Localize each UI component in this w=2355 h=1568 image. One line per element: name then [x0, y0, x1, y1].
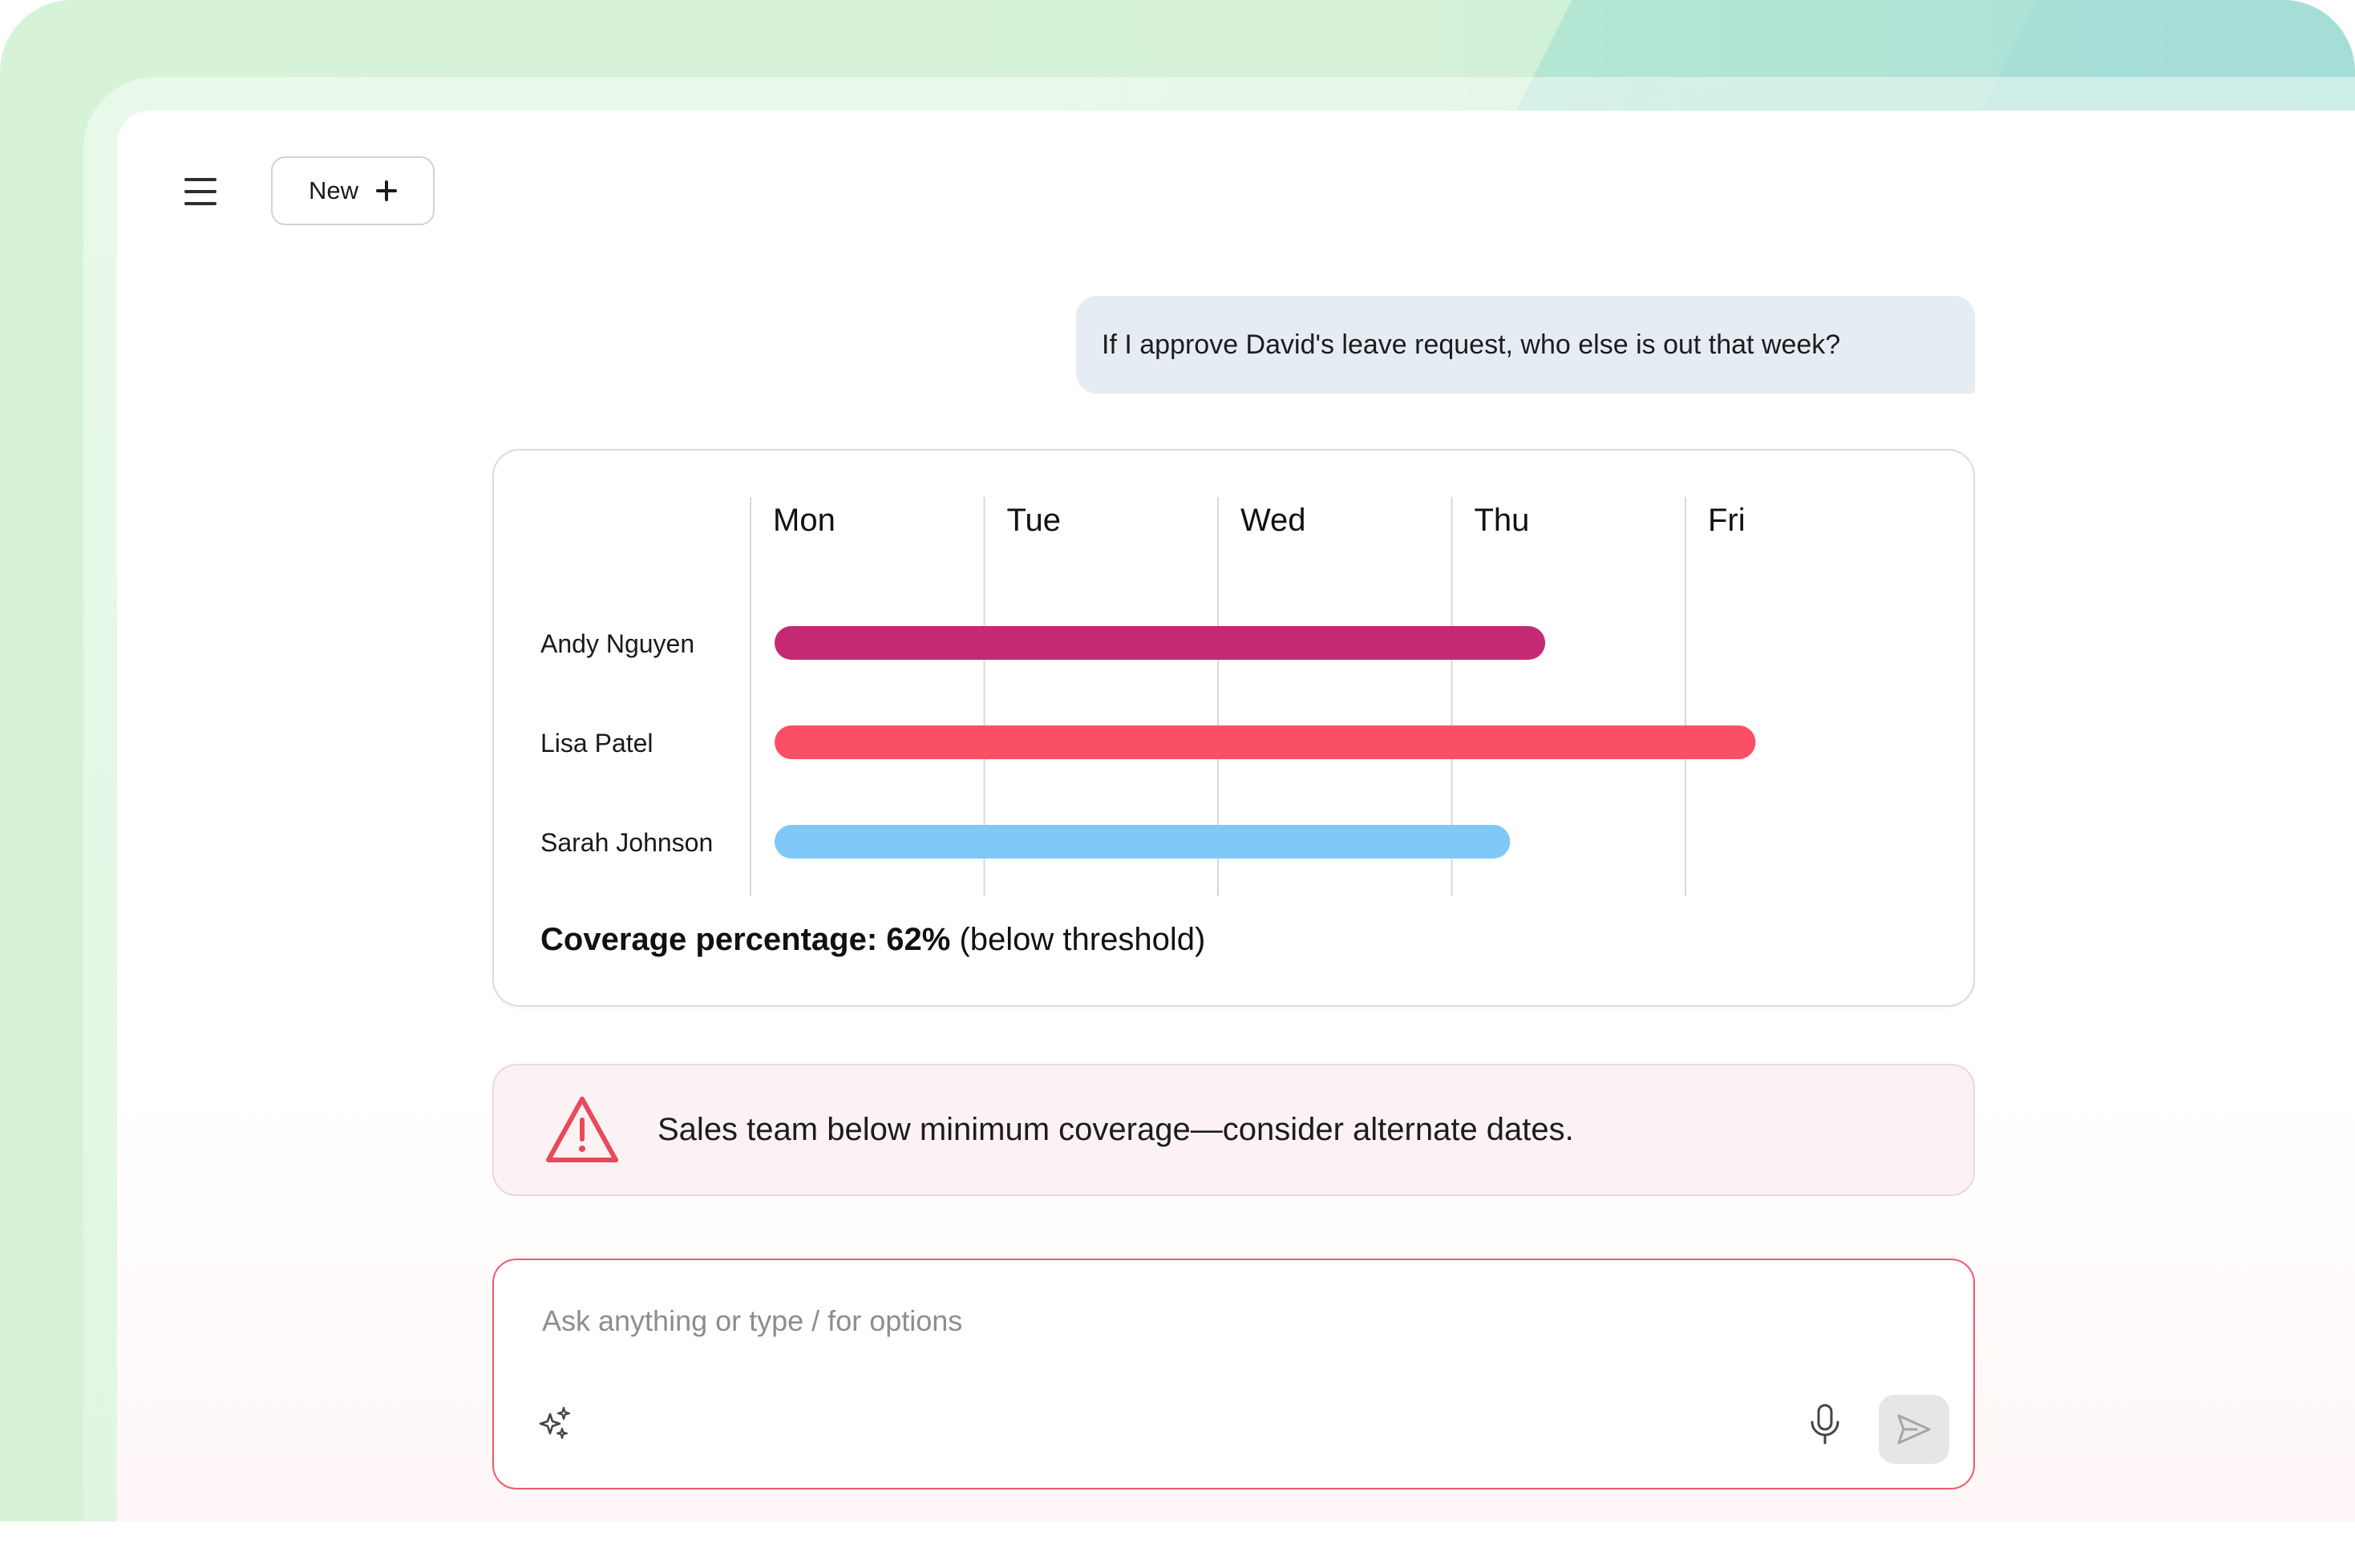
- leave-bar: [775, 725, 1756, 759]
- coverage-chart-card: Mon Tue Wed Thu Fri Andy Nguyen Lisa Patel Sara…: [492, 449, 1975, 1007]
- coverage-note: (below threshold): [959, 922, 1206, 957]
- employee-label: Andy Nguyen: [540, 629, 694, 658]
- alert-text: Sales team below minimum coverage—consid…: [658, 1112, 1574, 1147]
- day-label: Tue: [1007, 503, 1061, 538]
- send-icon: [1897, 1414, 1931, 1445]
- employee-label: Sarah Johnson: [540, 828, 713, 857]
- coverage-value: 62%: [886, 922, 951, 957]
- employee-label: Lisa Patel: [540, 729, 653, 758]
- send-button[interactable]: [1879, 1395, 1949, 1464]
- leave-bar: [775, 825, 1511, 859]
- day-label: Wed: [1240, 503, 1306, 538]
- user-message-text: If I approve David's leave request, who …: [1102, 329, 1841, 360]
- microphone-icon[interactable]: [1807, 1403, 1843, 1446]
- coverage-warning-alert: Sales team below minimum coverage—consid…: [492, 1064, 1975, 1196]
- background-band-accent: [1981, 0, 2355, 112]
- sparkle-icon[interactable]: [536, 1404, 574, 1443]
- plus-icon: [376, 180, 397, 201]
- prompt-input[interactable]: [540, 1300, 1746, 1342]
- day-label: Fri: [1708, 503, 1746, 538]
- day-label: Thu: [1475, 503, 1530, 538]
- coverage-label: Coverage percentage:: [540, 922, 878, 957]
- leave-bar: [775, 626, 1546, 660]
- new-button-label: New: [308, 176, 358, 204]
- leave-timeline-chart: Mon Tue Wed Thu Fri Andy Nguyen Lisa Patel Sara…: [540, 497, 1756, 896]
- user-message-bubble: If I approve David's leave request, who …: [1076, 296, 1975, 394]
- new-chat-button[interactable]: New: [271, 156, 435, 225]
- day-label: Mon: [773, 503, 836, 538]
- warning-triangle-icon: [546, 1097, 618, 1162]
- message-composer: [492, 1259, 1975, 1489]
- coverage-summary: Coverage percentage: 62% (below threshol…: [540, 922, 1205, 958]
- hamburger-menu-icon[interactable]: [183, 178, 218, 205]
